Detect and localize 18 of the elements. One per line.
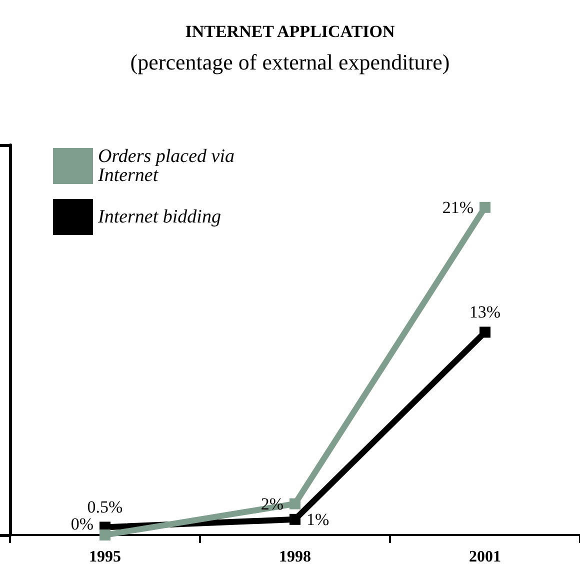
x-tick-label: 2001 [469,548,501,566]
data-label: 0% [70,514,94,534]
data-label: 0.5% [87,498,123,517]
point [290,514,300,525]
chart-title: INTERNET APPLICATION [185,22,396,41]
legend-label: Orders placed via Internet [97,146,240,186]
point [480,326,490,338]
point [100,530,110,540]
point [290,498,300,510]
data-label: 1% [306,510,330,529]
data-label: 13% [469,302,501,322]
point [480,202,490,213]
x-tick-label: 1998 [279,548,311,566]
data-label: 21% [442,198,474,217]
x-tick-label: 1995 [89,548,121,566]
chart-subtitle: (percentage of external expenditure) [130,50,450,74]
legend-label: Internet bidding [97,206,221,228]
data-label: 2% [260,494,284,514]
